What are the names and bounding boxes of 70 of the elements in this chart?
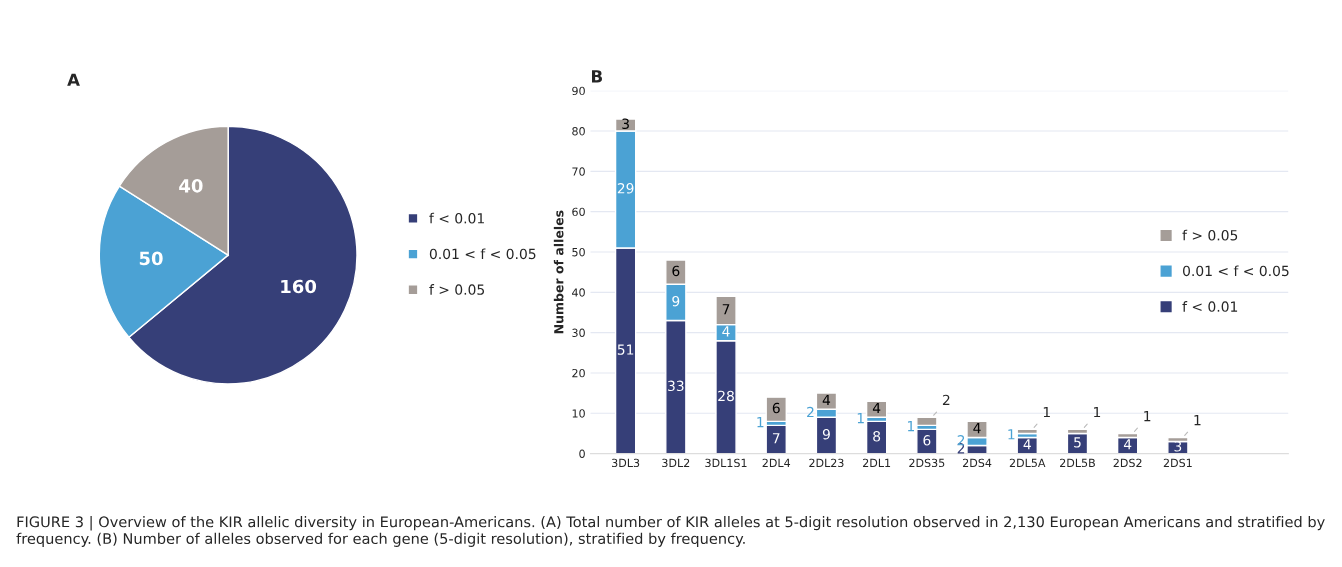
data-label: 8 [873,431,881,442]
data-label: 4 [973,423,981,434]
data-label: 1 [907,421,915,432]
data-label: 1 [1043,406,1050,418]
x-tick-label: 2DL23 [809,458,844,468]
data-label: 3 [622,118,629,130]
y-tick-label: 40 [572,288,585,297]
data-label: 4 [822,394,831,406]
legend-label: f < 0.01 [429,212,484,224]
caption: FIGURE 3 | Overview of the KIR allelic diversity in European-Americans. (A) Total number of KIR alleles at 5-digit resolution observed in 2,130 European Americans and stratified by frequency. (B) Number of alleles observed for each gene (5-digit resolution), stratified by frequency. [16,515,1325,547]
y-tick-label: 10 [572,409,585,418]
x-tick-label: 2DS35 [909,458,945,468]
x-tick-label: 3DL2 [662,458,690,468]
data-label: 6 [923,435,931,446]
y-axis-title: Number of alleles [553,210,564,334]
y-tick-label: 70 [572,167,585,176]
data-label: 1 [1094,406,1101,418]
data-label: 40 [179,178,203,193]
data-label: 29 [617,183,634,194]
legend-label: f < 0.01 [1182,301,1238,312]
data-label: 1 [757,417,764,428]
y-tick-label: 80 [572,127,585,136]
data-label: 1 [857,413,864,424]
legend-label: 0.01 < f < 0.05 [429,248,536,260]
data-label: 4 [1023,439,1031,450]
data-label: 1 [1144,411,1151,422]
data-label: 1 [1194,415,1201,426]
chart-title: A [67,73,80,86]
data-label: 1 [1008,429,1015,440]
data-label: 33 [668,380,684,392]
chart-title: B [592,70,603,83]
x-tick-label: 2DL5B [1060,458,1095,468]
data-label: 6 [672,265,680,277]
legend-label: 0.01 < f < 0.05 [1183,265,1289,277]
data-label: 51 [617,344,634,355]
y-tick-label: 0 [579,449,585,458]
data-label: 28 [718,390,734,402]
x-tick-label: 2DL5A [1009,458,1046,468]
y-tick-label: 50 [572,247,585,257]
data-label: 6 [772,402,780,414]
bar [916,428,938,454]
y-tick-label: 20 [572,368,585,378]
x-tick-label: 2DS2 [1113,458,1142,468]
y-tick-label: 30 [572,328,585,338]
data-label: 2 [807,406,814,418]
bar [1016,428,1038,435]
data-label: 9 [822,428,830,440]
data-label: 7 [722,304,730,315]
data-label: 7 [772,433,780,444]
legend-label: f > 0.05 [1182,229,1238,241]
bar [765,396,787,423]
bar [865,400,888,419]
x-tick-label: 3DL3 [612,458,640,468]
data-label: 160 [281,279,317,294]
x-tick-label: 3DL1S1 [705,458,747,468]
y-tick-label: 60 [572,207,585,217]
data-label: 4 [1123,439,1132,450]
data-label: 2 [942,394,950,406]
data-label: 50 [139,251,163,266]
x-tick-label: 2DS1 [1163,458,1192,468]
x-tick-label: 2DL4 [762,458,791,467]
data-label: 5 [1074,437,1081,448]
data-label: 4 [722,326,730,337]
legend-label: f > 0.05 [429,284,485,295]
y-tick-label: 90 [572,86,585,96]
x-tick-label: 2DS4 [962,458,992,468]
data-label: 4 [872,402,881,414]
data-label: 9 [672,295,680,307]
x-tick-label: 2DL1 [863,458,891,467]
bar [916,416,938,427]
